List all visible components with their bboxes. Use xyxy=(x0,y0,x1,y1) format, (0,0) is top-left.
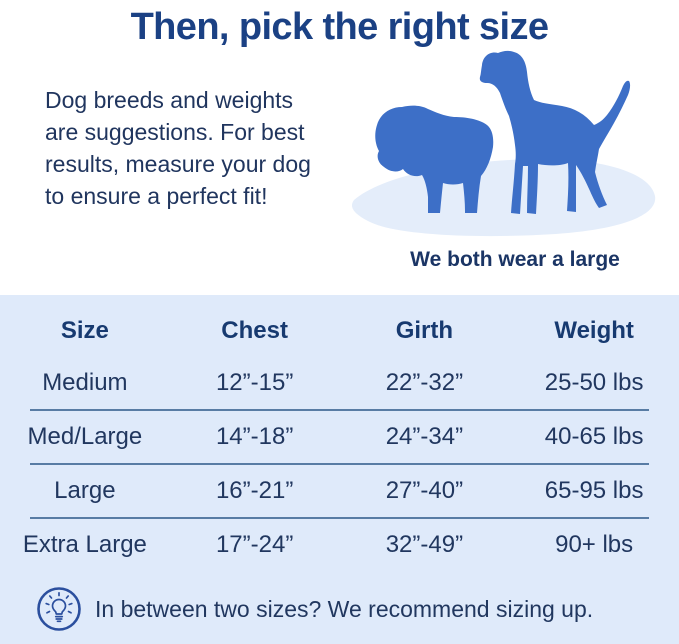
page-title: Then, pick the right size xyxy=(130,6,549,48)
cell-girth: 22”-32” xyxy=(385,369,464,396)
table-header-row: Size Chest Girth Weight xyxy=(0,305,679,357)
lightbulb-icon xyxy=(37,587,81,631)
cell-chest: 16”-21” xyxy=(215,477,294,504)
dogs-illustration xyxy=(351,50,656,237)
intro-text: Dog breeds and weights are suggestions. … xyxy=(45,87,311,209)
table-row: Med/Large 14”-18” 24”-34” 40-65 lbs xyxy=(0,411,679,463)
col-header-girth: Girth xyxy=(395,317,454,344)
cell-weight: 25-50 lbs xyxy=(544,369,644,396)
cell-weight: 90+ lbs xyxy=(555,531,634,558)
col-header-chest: Chest xyxy=(221,317,288,344)
cell-chest: 14”-18” xyxy=(215,423,294,450)
sizing-tip-text: In between two sizes? We recommend sizin… xyxy=(95,595,594,622)
cell-girth: 24”-34” xyxy=(385,423,464,450)
cell-girth: 27”-40” xyxy=(385,477,464,504)
sizing-tip: In between two sizes? We recommend sizin… xyxy=(36,586,679,632)
row-divider xyxy=(30,409,649,411)
table-row: Large 16”-21” 27”-40” 65-95 lbs xyxy=(0,465,679,517)
cell-weight: 65-95 lbs xyxy=(544,477,644,504)
bulldog-silhouette xyxy=(375,105,494,213)
cell-size: Extra Large xyxy=(22,531,147,558)
table-row: Medium 12”-15” 22”-32” 25-50 lbs xyxy=(0,357,679,409)
hero-section: Then, pick the right size Dog breeds and… xyxy=(0,0,679,295)
cell-weight: 40-65 lbs xyxy=(544,423,644,450)
row-divider xyxy=(30,463,649,465)
cell-size: Med/Large xyxy=(27,423,143,450)
col-header-size: Size xyxy=(60,317,109,344)
cell-chest: 17”-24” xyxy=(215,531,294,558)
cell-girth: 32”-49” xyxy=(385,531,464,558)
table-section: Size Chest Girth Weight Medium 12”-15” 2… xyxy=(0,295,679,644)
size-table: Size Chest Girth Weight Medium 12”-15” 2… xyxy=(0,295,679,571)
row-divider xyxy=(30,517,649,519)
cell-chest: 12”-15” xyxy=(215,369,294,396)
cell-size: Large xyxy=(54,477,116,504)
cell-size: Medium xyxy=(42,369,128,396)
pointer-dog-silhouette xyxy=(479,50,631,215)
dogs-caption: We both wear a large xyxy=(410,248,620,271)
col-header-weight: Weight xyxy=(554,317,634,344)
table-row: Extra Large 17”-24” 32”-49” 90+ lbs xyxy=(0,519,679,571)
